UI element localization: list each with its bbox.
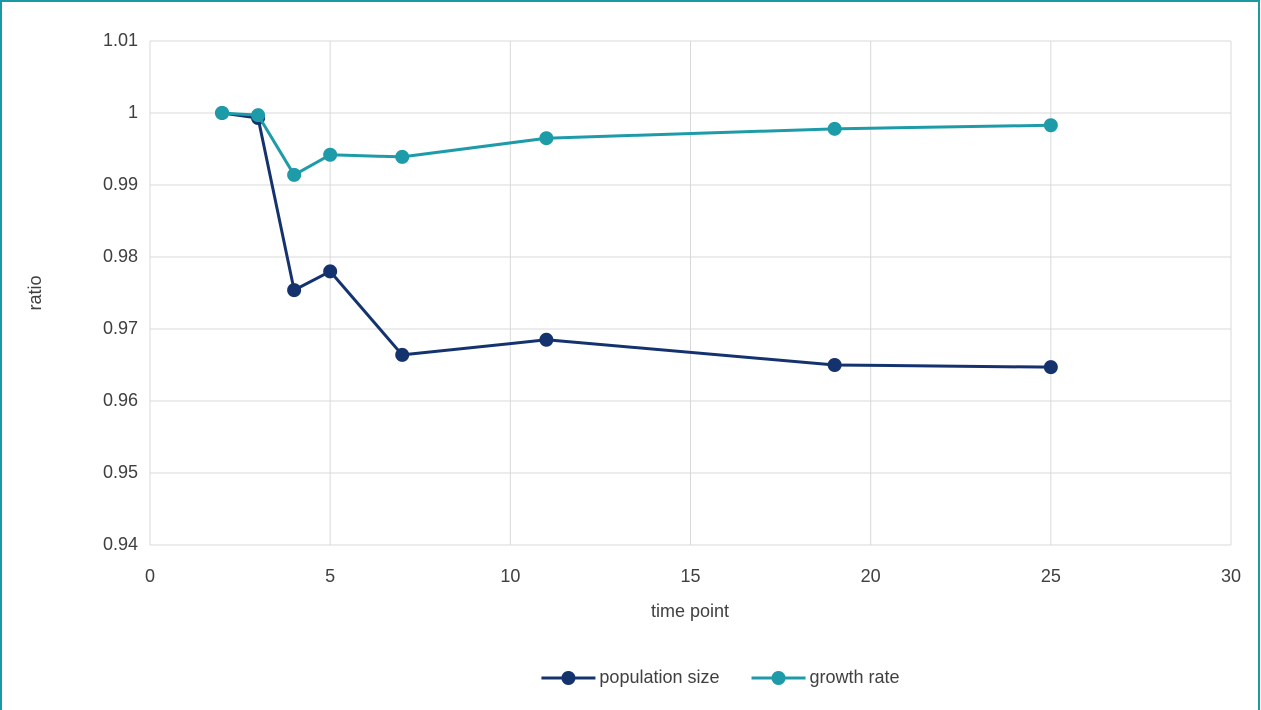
y-tick-label: 0.98 [103,246,138,266]
x-tick-label: 15 [680,566,700,586]
y-tick-label: 1 [128,102,138,122]
point [539,131,554,146]
x-tick-label: 20 [861,566,881,586]
x-tick-label: 10 [500,566,520,586]
legend: population size growth rate [541,667,900,687]
point [215,106,230,120]
y-axis-title: ratio [25,275,45,310]
series-line [221,111,1051,177]
legend-label: growth rate [810,667,900,687]
point [323,264,338,279]
x-tick-label: 0 [145,566,155,586]
point [251,108,266,123]
legend-marker [771,671,786,685]
point [287,167,302,182]
y-tick-label: 0.96 [103,390,138,410]
point [395,149,410,164]
x-tick-label: 5 [325,566,335,586]
y-tick-label: 0.97 [103,318,138,338]
grid [149,40,1232,546]
y-tick-label: 1.01 [103,30,138,50]
point [827,358,842,372]
x-tick-label: 25 [1041,566,1061,586]
legend-label: population size [599,667,719,687]
series-line [221,111,1051,369]
point [1043,360,1058,375]
point [1043,118,1058,133]
point [287,283,302,298]
point [323,147,338,162]
x-tick-label: 30 [1221,566,1241,586]
y-tick-label: 0.99 [103,174,138,194]
point [827,121,842,136]
y-tick-label: 0.94 [103,534,138,554]
x-axis-title: time point [651,601,729,621]
point [395,347,410,362]
y-tick-label: 0.95 [103,462,138,482]
legend-marker [561,671,576,685]
point [539,332,554,347]
